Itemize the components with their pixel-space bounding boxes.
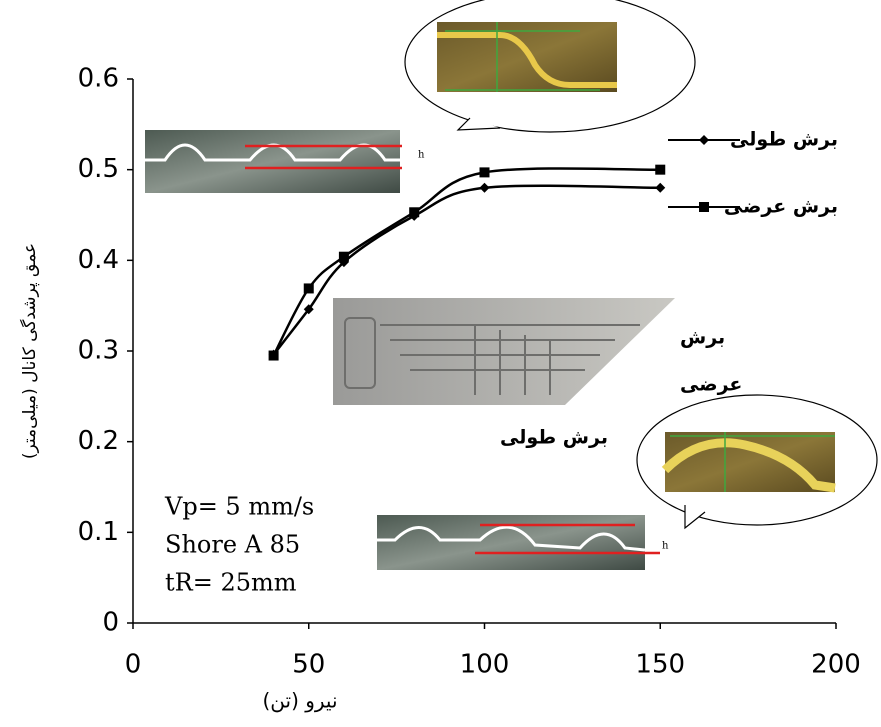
y-tick-label: 0.4 — [78, 245, 119, 275]
x-tick-label: 0 — [125, 650, 142, 680]
annotation: tR= 25mm — [165, 569, 297, 597]
inset-label: h — [418, 150, 425, 161]
data-point — [655, 183, 665, 193]
data-point — [304, 283, 314, 293]
data-point — [480, 167, 490, 177]
data-point — [269, 351, 279, 361]
legend-marker — [699, 202, 709, 212]
x-tick-label: 100 — [460, 650, 510, 680]
annotation: برش — [680, 327, 725, 349]
y-tick-label: 0.6 — [78, 64, 119, 94]
data-point — [655, 165, 665, 175]
x-axis-label: نیرو (تن) — [262, 689, 337, 713]
x-tick-label: 50 — [292, 650, 325, 680]
annotation: برش طولی — [500, 427, 608, 449]
x-tick-label: 150 — [635, 650, 685, 680]
y-tick-label: 0.3 — [78, 336, 119, 366]
legend-marker — [699, 135, 709, 145]
annotation: Vp= 5 mm/s — [164, 493, 314, 521]
insets — [145, 0, 877, 570]
legend-label: برش عرضی — [724, 196, 838, 218]
data-point — [339, 252, 349, 262]
y-tick-label: 0.5 — [78, 154, 119, 184]
y-tick-label: 0.1 — [78, 517, 119, 547]
y-axis-label: عمق پرشدگی کانال (میلی‌متر) — [19, 243, 40, 459]
annotation: Shore A 85 — [165, 531, 300, 559]
legend-label: برش طولی — [730, 129, 838, 151]
annotation: عرضی — [680, 374, 742, 396]
chart: h h نیرو (تن) عمق پرشدگی کانال (میلی‌متر… — [0, 0, 881, 727]
x-tick-label: 200 — [811, 650, 861, 680]
data-point — [480, 183, 490, 193]
inset-label: h — [662, 541, 669, 552]
y-tick-label: 0.2 — [78, 426, 119, 456]
y-tick-label: 0 — [102, 608, 119, 638]
data-point — [409, 207, 419, 217]
